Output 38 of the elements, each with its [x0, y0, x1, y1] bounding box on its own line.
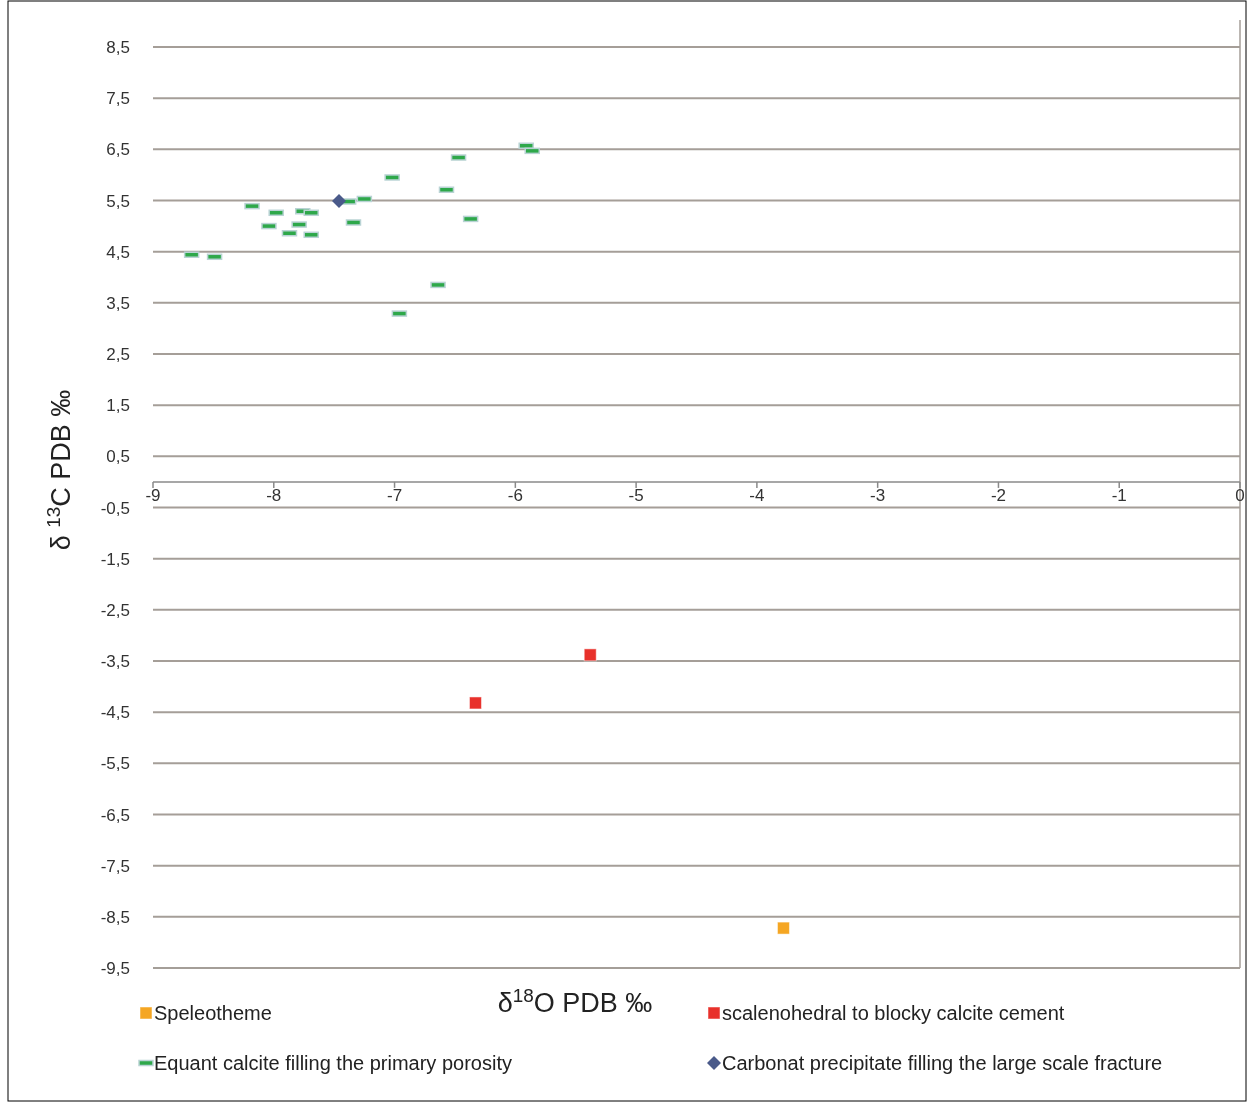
y-tick-label: 4,5	[106, 242, 130, 262]
y-tick-label: -1,5	[100, 549, 130, 569]
point	[332, 194, 346, 209]
legend-label: scalenohedral to blocky calcite cement	[722, 1002, 1065, 1024]
x-tick-label: -6	[507, 485, 523, 505]
y-tick-label: 0,5	[106, 447, 130, 467]
y-tick-label: -9,5	[100, 959, 130, 978]
x-tick-label: -2	[990, 485, 1007, 505]
y-tick-label: -8,5	[100, 907, 130, 927]
y-tick-label: 3,5	[106, 293, 130, 313]
x-tick-label: -3	[870, 485, 886, 505]
y-tick-label: -2,5	[100, 600, 130, 620]
y-tick-label: -0,5	[100, 498, 130, 518]
legend-label: Carbonat precipitate filling the large scale fracture	[722, 1052, 1163, 1074]
y-tick-label: -5,5	[100, 754, 130, 774]
y-tick-label: 1,5	[106, 396, 130, 416]
y-tick-label: -4,5	[100, 703, 130, 723]
x-tick-label: -8	[266, 485, 282, 505]
y-tick-label: 6,5	[106, 140, 130, 160]
y-tick-label: 8,5	[106, 38, 130, 57]
y-tick-label: -7,5	[100, 856, 130, 876]
y-tick-label: 7,5	[106, 89, 130, 109]
x-tick-label: -9	[145, 485, 161, 505]
y-tick-label: -6,5	[100, 805, 130, 825]
x-axis-title: δ$^{18}$O PDB ‰	[497, 984, 653, 1018]
y-tick-label: 5,5	[106, 191, 130, 211]
y-tick-label: -3,5	[100, 652, 130, 671]
x-tick-label: -4	[749, 485, 765, 505]
point	[468, 696, 482, 710]
legend-label: Speleotheme	[154, 1002, 272, 1024]
x-tick-label: -5	[628, 485, 644, 505]
x-tick-label: -7	[386, 485, 403, 505]
x-tick-label: 0	[1235, 485, 1245, 505]
legend-label: Equant calcite filling the primary porosity	[154, 1052, 512, 1074]
point	[583, 648, 597, 662]
x-tick-label: -1	[1111, 485, 1127, 505]
point	[776, 921, 790, 935]
y-tick-label: 2,5	[106, 345, 130, 364]
